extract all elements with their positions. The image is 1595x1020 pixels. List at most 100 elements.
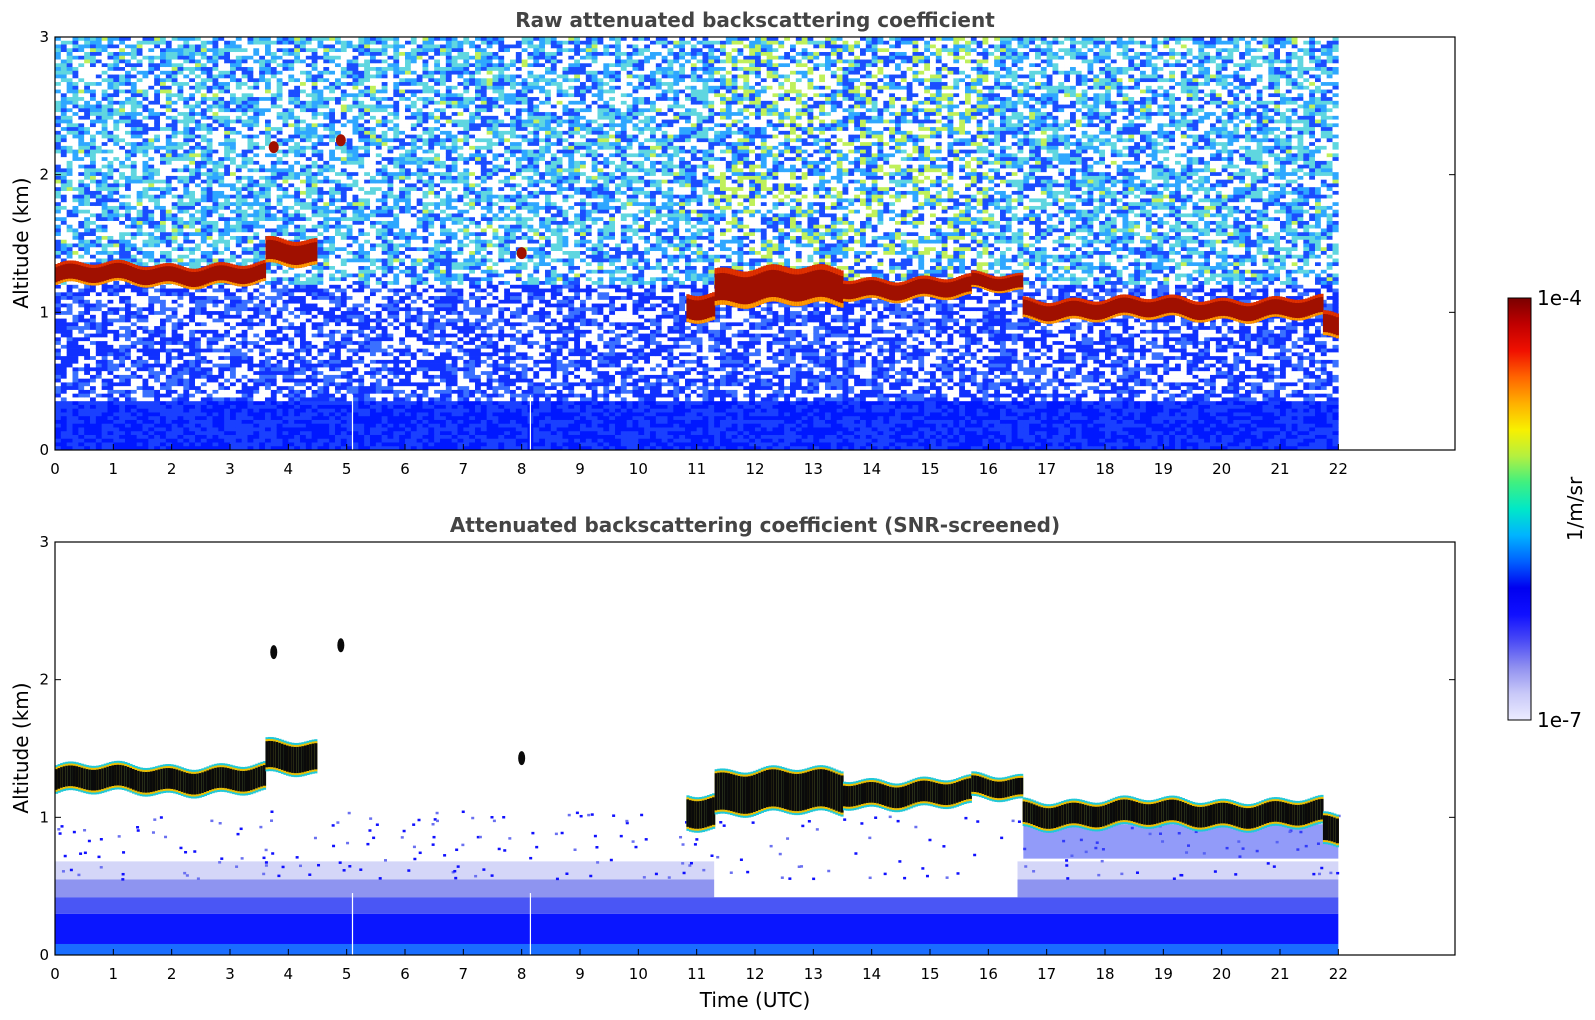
raw-noise-cell bbox=[270, 296, 277, 301]
raw-noise-cell bbox=[276, 55, 283, 60]
raw-noise-cell bbox=[189, 329, 196, 334]
raw-noise-cell bbox=[142, 329, 149, 334]
raw-noise-cell bbox=[218, 408, 225, 413]
raw-noise-cell bbox=[160, 438, 167, 443]
raw-noise-cell bbox=[247, 247, 254, 252]
raw-noise-cell bbox=[294, 416, 301, 421]
raw-noise-cell bbox=[148, 74, 155, 79]
raw-noise-cell bbox=[265, 115, 272, 120]
raw-noise-cell bbox=[154, 89, 161, 94]
raw-noise-cell bbox=[60, 138, 67, 143]
raw-noise-cell bbox=[72, 205, 79, 211]
raw-noise-cell bbox=[183, 382, 190, 387]
raw-noise-cell bbox=[265, 172, 272, 177]
raw-noise-cell bbox=[282, 67, 289, 72]
raw-noise-cell bbox=[119, 416, 126, 421]
raw-noise-cell bbox=[84, 416, 91, 421]
raw-noise-cell bbox=[247, 153, 254, 158]
raw-noise-cell bbox=[183, 82, 190, 87]
raw-noise-cell bbox=[90, 247, 97, 252]
raw-noise-cell bbox=[224, 149, 231, 154]
raw-noise-cell bbox=[113, 438, 120, 443]
raw-noise-cell bbox=[311, 235, 318, 241]
raw-noise-cell bbox=[125, 205, 132, 211]
raw-noise-cell bbox=[230, 93, 237, 98]
raw-noise-cell bbox=[241, 119, 248, 124]
raw-noise-cell bbox=[300, 322, 307, 327]
raw-noise-cell bbox=[253, 239, 260, 244]
raw-noise-cell bbox=[154, 412, 161, 417]
raw-noise-cell bbox=[130, 198, 137, 203]
raw-noise-cell bbox=[142, 187, 149, 192]
raw-noise-cell bbox=[247, 97, 254, 102]
raw-noise-cell bbox=[84, 63, 91, 68]
raw-noise-cell bbox=[160, 209, 167, 214]
raw-noise-cell bbox=[107, 348, 114, 353]
raw-noise-cell bbox=[160, 127, 167, 132]
raw-noise-cell bbox=[247, 239, 254, 244]
raw-noise-cell bbox=[270, 115, 277, 120]
raw-noise-cell bbox=[72, 374, 79, 379]
raw-noise-cell bbox=[60, 194, 67, 199]
raw-noise-cell bbox=[183, 431, 190, 436]
raw-noise-cell bbox=[136, 74, 143, 79]
raw-noise-cell bbox=[160, 254, 167, 259]
raw-noise-cell bbox=[90, 224, 97, 229]
raw-noise-cell bbox=[300, 419, 307, 425]
raw-noise-cell bbox=[276, 412, 283, 417]
raw-noise-cell bbox=[84, 434, 91, 440]
raw-noise-cell bbox=[270, 123, 277, 128]
raw-noise-cell bbox=[130, 292, 137, 297]
raw-noise-cell bbox=[282, 168, 289, 173]
raw-noise-cell bbox=[148, 431, 155, 436]
raw-noise-cell bbox=[125, 326, 132, 331]
raw-noise-cell bbox=[200, 187, 207, 192]
raw-noise-cell bbox=[294, 311, 301, 316]
raw-noise-cell bbox=[195, 142, 202, 147]
raw-noise-cell bbox=[230, 112, 237, 117]
raw-noise-cell bbox=[84, 408, 91, 413]
raw-noise-cell bbox=[317, 78, 324, 83]
raw-noise-cell bbox=[265, 303, 272, 308]
raw-noise-cell bbox=[224, 363, 231, 368]
raw-noise-cell bbox=[142, 389, 149, 394]
raw-noise-cell bbox=[113, 314, 120, 319]
raw-noise-cell bbox=[241, 93, 248, 98]
raw-noise-cell bbox=[241, 145, 248, 150]
raw-noise-cell bbox=[84, 374, 91, 379]
raw-noise-cell bbox=[206, 93, 213, 98]
raw-noise-cell bbox=[200, 220, 207, 226]
raw-noise-cell bbox=[66, 205, 73, 211]
raw-noise-cell bbox=[119, 356, 126, 361]
raw-noise-cell bbox=[317, 115, 324, 120]
raw-noise-cell bbox=[183, 348, 190, 353]
raw-noise-cell bbox=[66, 67, 73, 72]
raw-noise-cell bbox=[311, 119, 318, 124]
raw-noise-cell bbox=[66, 386, 73, 391]
raw-noise-cell bbox=[60, 296, 67, 301]
raw-noise-cell bbox=[55, 235, 62, 241]
raw-noise-cell bbox=[276, 48, 283, 53]
raw-noise-cell bbox=[160, 119, 167, 124]
raw-noise-cell bbox=[311, 175, 318, 180]
raw-noise-cell bbox=[171, 217, 178, 222]
raw-noise-cell bbox=[72, 134, 79, 139]
raw-noise-cell bbox=[101, 164, 108, 169]
raw-noise-cell bbox=[230, 423, 237, 428]
raw-noise-cell bbox=[107, 115, 114, 120]
raw-noise-cell bbox=[130, 85, 137, 90]
raw-noise-cell bbox=[288, 333, 295, 338]
raw-noise-cell bbox=[189, 438, 196, 443]
raw-noise-cell bbox=[270, 82, 277, 87]
raw-noise-cell bbox=[119, 142, 126, 147]
raw-noise-cell bbox=[154, 239, 161, 244]
raw-noise-cell bbox=[247, 100, 254, 105]
raw-noise-cell bbox=[288, 419, 295, 425]
raw-noise-cell bbox=[200, 142, 207, 147]
raw-noise-cell bbox=[200, 235, 207, 241]
raw-noise-cell bbox=[84, 412, 91, 417]
raw-noise-cell bbox=[90, 337, 97, 342]
raw-noise-cell bbox=[95, 123, 102, 128]
raw-noise-cell bbox=[107, 296, 114, 301]
raw-noise-cell bbox=[95, 378, 102, 383]
